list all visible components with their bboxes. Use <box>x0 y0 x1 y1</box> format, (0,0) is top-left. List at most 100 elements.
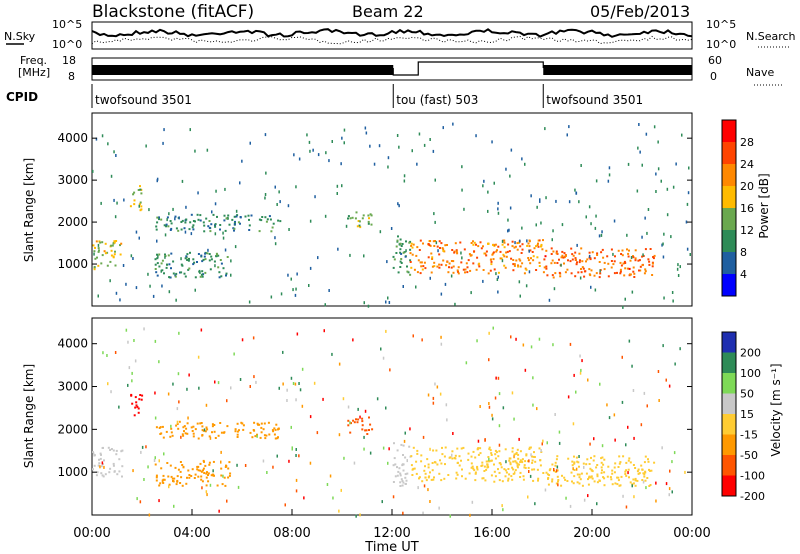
heatmap-cell <box>211 425 214 428</box>
heatmap-cell <box>444 244 447 247</box>
heatmap-cell <box>347 419 350 422</box>
heatmap-speck <box>688 166 690 170</box>
heatmap-cell <box>613 260 616 263</box>
heatmap-cell <box>476 447 479 450</box>
heatmap-cell <box>179 482 182 484</box>
heatmap-cell <box>610 248 613 251</box>
heatmap-cell <box>440 479 443 482</box>
heatmap-speck <box>496 278 499 281</box>
freq-label-line2: [MHz] <box>18 66 50 79</box>
heatmap-cell <box>513 263 516 266</box>
heatmap-cell <box>111 244 114 247</box>
y-tick-label: 3000 <box>57 173 88 187</box>
heatmap-speck <box>552 343 554 347</box>
heatmap-cell <box>112 462 115 465</box>
heatmap-cell <box>181 484 184 487</box>
heatmap-cell <box>202 221 205 224</box>
heatmap-cell <box>582 267 585 270</box>
heatmap-cell <box>108 471 111 474</box>
heatmap-speck <box>123 198 125 202</box>
heatmap-cell <box>368 217 370 220</box>
heatmap-cell <box>553 261 556 264</box>
heatmap-cell <box>634 257 637 260</box>
heatmap-cell <box>205 217 208 220</box>
heatmap-cell <box>251 436 254 439</box>
heatmap-speck <box>645 486 647 490</box>
heatmap-cell <box>619 272 622 275</box>
heatmap-cell <box>551 274 554 277</box>
heatmap-cell <box>367 222 370 225</box>
heatmap-cell <box>199 469 202 472</box>
heatmap-speck <box>687 191 690 195</box>
heatmap-speck <box>239 181 241 185</box>
heatmap-speck <box>158 360 160 364</box>
heatmap-cell <box>401 484 404 487</box>
heatmap-cell <box>607 262 610 265</box>
heatmap-cell <box>484 479 487 482</box>
heatmap-cell <box>641 255 644 258</box>
heatmap-cell <box>601 248 604 251</box>
heatmap-cell <box>574 275 577 278</box>
heatmap-cell <box>603 471 606 474</box>
heatmap-speck <box>440 342 443 346</box>
heatmap-cell <box>417 259 420 262</box>
heatmap-cell <box>582 462 585 465</box>
heatmap-cell <box>556 455 559 458</box>
heatmap-speck <box>429 138 431 141</box>
heatmap-cell <box>603 261 606 264</box>
heatmap-cell <box>412 467 415 470</box>
heatmap-cell <box>100 262 103 265</box>
heatmap-speck <box>471 500 474 504</box>
heatmap-speck <box>131 379 133 383</box>
heatmap-cell <box>651 265 654 268</box>
heatmap-speck <box>438 506 440 510</box>
heatmap-cell <box>97 250 100 253</box>
heatmap-speck <box>642 253 644 257</box>
heatmap-speck <box>671 291 674 294</box>
heatmap-speck <box>585 215 587 219</box>
heatmap-speck <box>614 438 616 442</box>
heatmap-cell <box>192 224 195 227</box>
heatmap-cell <box>634 259 637 262</box>
heatmap-speck <box>402 285 404 288</box>
heatmap-cell <box>450 260 453 262</box>
heatmap-cell <box>199 275 202 278</box>
heatmap-speck <box>511 391 514 395</box>
heatmap-cell <box>427 476 430 479</box>
heatmap-cell <box>262 428 265 431</box>
heatmap-cell <box>113 253 116 256</box>
heatmap-speck <box>539 198 541 202</box>
power-marks <box>92 122 691 309</box>
heatmap-cell <box>431 469 434 472</box>
heatmap-cell <box>186 253 189 256</box>
heatmap-speck <box>164 255 166 259</box>
heatmap-cell <box>397 271 400 274</box>
heatmap-cell <box>554 464 557 467</box>
heatmap-cell <box>561 250 564 253</box>
heatmap-cell <box>162 482 165 484</box>
heatmap-cell <box>572 482 575 485</box>
heatmap-cell <box>479 452 482 455</box>
heatmap-cell <box>219 224 222 226</box>
heatmap-cell <box>589 467 592 470</box>
heatmap-cell <box>361 417 364 420</box>
heatmap-speck <box>673 451 676 455</box>
heatmap-speck <box>469 513 471 517</box>
heatmap-speck <box>427 393 430 397</box>
heatmap-speck <box>291 447 293 451</box>
heatmap-cell <box>165 223 168 226</box>
heatmap-speck <box>176 420 179 424</box>
cpid-segment-label: tou (fast) 503 <box>396 93 478 107</box>
heatmap-cell <box>275 423 278 426</box>
heatmap-speck <box>657 140 659 144</box>
heatmap-speck <box>256 434 258 438</box>
heatmap-cell <box>595 272 598 275</box>
heatmap-cell <box>155 225 158 228</box>
heatmap-cell <box>588 463 591 465</box>
heatmap-cell <box>588 251 591 254</box>
colorbar-swatch <box>722 332 736 353</box>
heatmap-speck <box>265 171 267 175</box>
heatmap-cell <box>274 428 277 431</box>
heatmap-cell <box>600 466 603 469</box>
heatmap-cell <box>154 463 157 466</box>
